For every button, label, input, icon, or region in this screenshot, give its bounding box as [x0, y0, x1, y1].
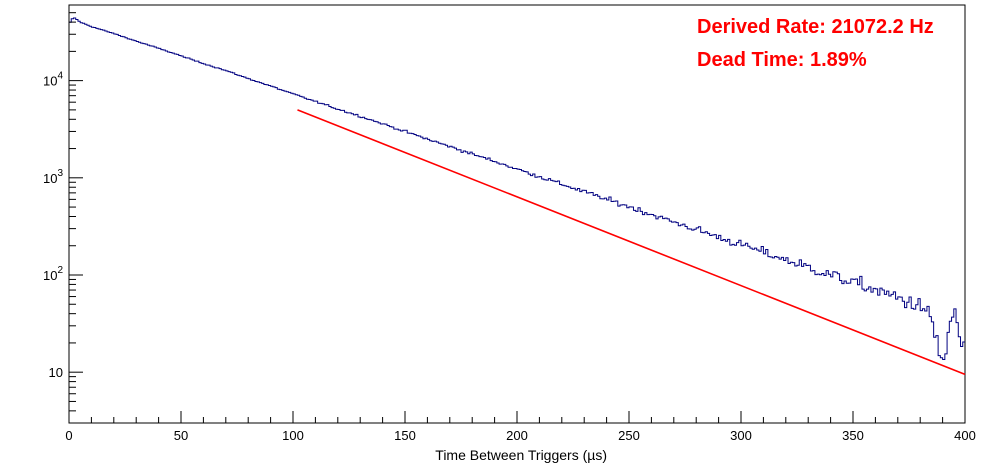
histogram-line — [69, 17, 965, 360]
x-axis-title: Time Between Triggers (µs) — [435, 447, 607, 463]
x-tick-label: 350 — [842, 428, 864, 443]
x-axis: 0 50 100 150 200 250 300 350 400 — [65, 411, 976, 443]
x-tick-label: 100 — [282, 428, 304, 443]
fit-line — [297, 109, 966, 376]
x-tick-label: 200 — [506, 428, 528, 443]
x-tick-label: 150 — [394, 428, 416, 443]
y-axis: 10 102 103 104 — [43, 4, 83, 424]
x-tick-label: 400 — [954, 428, 976, 443]
x-tick-label: 250 — [618, 428, 640, 443]
x-tick-label: 50 — [174, 428, 188, 443]
y-tick-label: 10 — [49, 365, 63, 380]
y-tick-label: 104 — [43, 71, 63, 89]
fit-series — [297, 109, 966, 376]
derived-rate-annotation: Derived Rate: 21072.2 Hz — [697, 16, 934, 38]
y-tick-label: 103 — [43, 168, 63, 186]
x-tick-label: 0 — [65, 428, 72, 443]
y-tick-label: 102 — [43, 265, 63, 283]
dead-time-annotation: Dead Time: 1.89% — [697, 49, 867, 71]
histogram-series — [69, 17, 965, 360]
x-tick-label: 300 — [730, 428, 752, 443]
